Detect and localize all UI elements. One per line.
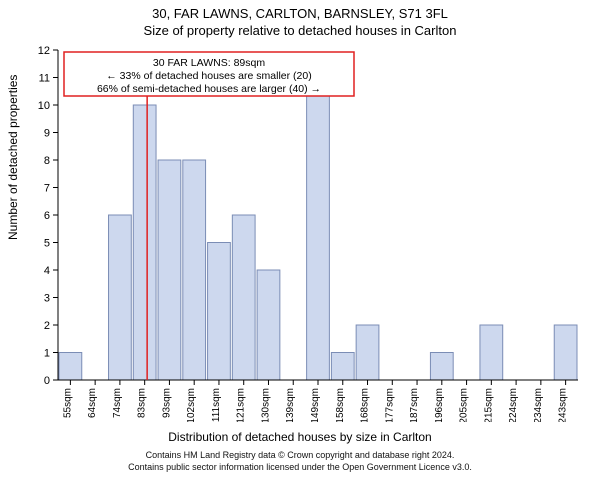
y-tick-label: 8 [44,155,50,167]
x-tick-label: 215sqm [483,388,494,422]
bar [232,215,255,380]
footer-line1: Contains HM Land Registry data © Crown c… [0,450,600,462]
annotation-line: 66% of semi-detached houses are larger (… [97,83,321,95]
y-tick-label: 12 [38,45,50,57]
footer-line2: Contains public sector information licen… [0,462,600,474]
y-tick-label: 5 [44,238,50,250]
bar [307,78,330,381]
y-tick-label: 11 [39,73,50,85]
x-tick-label: 205sqm [459,388,470,422]
bar [183,160,206,380]
y-tick-label: 10 [38,100,50,112]
bar [257,270,280,380]
y-tick-label: 1 [44,348,50,360]
bar [331,353,354,381]
y-tick-label: 7 [44,183,50,195]
x-tick-label: 158sqm [335,388,346,422]
y-tick-label: 4 [44,265,50,277]
x-tick-label: 224sqm [508,388,519,422]
x-tick-label: 234sqm [533,388,544,422]
bar [208,243,231,381]
y-tick-label: 2 [44,320,50,332]
x-tick-label: 121sqm [236,388,247,422]
bar [158,160,181,380]
annotation-line: 30 FAR LAWNS: 89sqm [153,57,265,69]
x-axis-label: Distribution of detached houses by size … [0,430,600,444]
x-tick-label: 196sqm [434,388,445,422]
x-tick-label: 130sqm [260,388,271,422]
bar [430,353,453,381]
x-tick-label: 177sqm [384,388,395,422]
x-tick-label: 93sqm [161,388,172,418]
annotation-line: ← 33% of detached houses are smaller (20… [106,70,311,82]
x-tick-label: 55sqm [62,388,73,418]
x-tick-label: 83sqm [137,388,148,418]
histogram-plot: 012345678910111255sqm64sqm74sqm83sqm93sq… [0,0,600,422]
bar [133,105,156,380]
x-tick-label: 64sqm [87,388,98,418]
x-tick-label: 187sqm [409,388,420,422]
y-tick-label: 6 [44,210,50,222]
bar [356,325,379,380]
bar [109,215,132,380]
x-tick-label: 243sqm [558,388,569,422]
x-tick-label: 149sqm [310,388,321,422]
bar [554,325,577,380]
x-tick-label: 74sqm [112,388,123,418]
y-tick-label: 0 [44,375,50,387]
x-tick-label: 102sqm [186,388,197,422]
x-tick-label: 139sqm [285,388,296,422]
x-tick-label: 168sqm [360,388,371,422]
y-tick-label: 3 [44,293,50,305]
x-tick-label: 111sqm [211,388,222,422]
bar [480,325,503,380]
footer: Contains HM Land Registry data © Crown c… [0,450,600,473]
y-tick-label: 9 [44,128,50,140]
bar [59,353,82,381]
